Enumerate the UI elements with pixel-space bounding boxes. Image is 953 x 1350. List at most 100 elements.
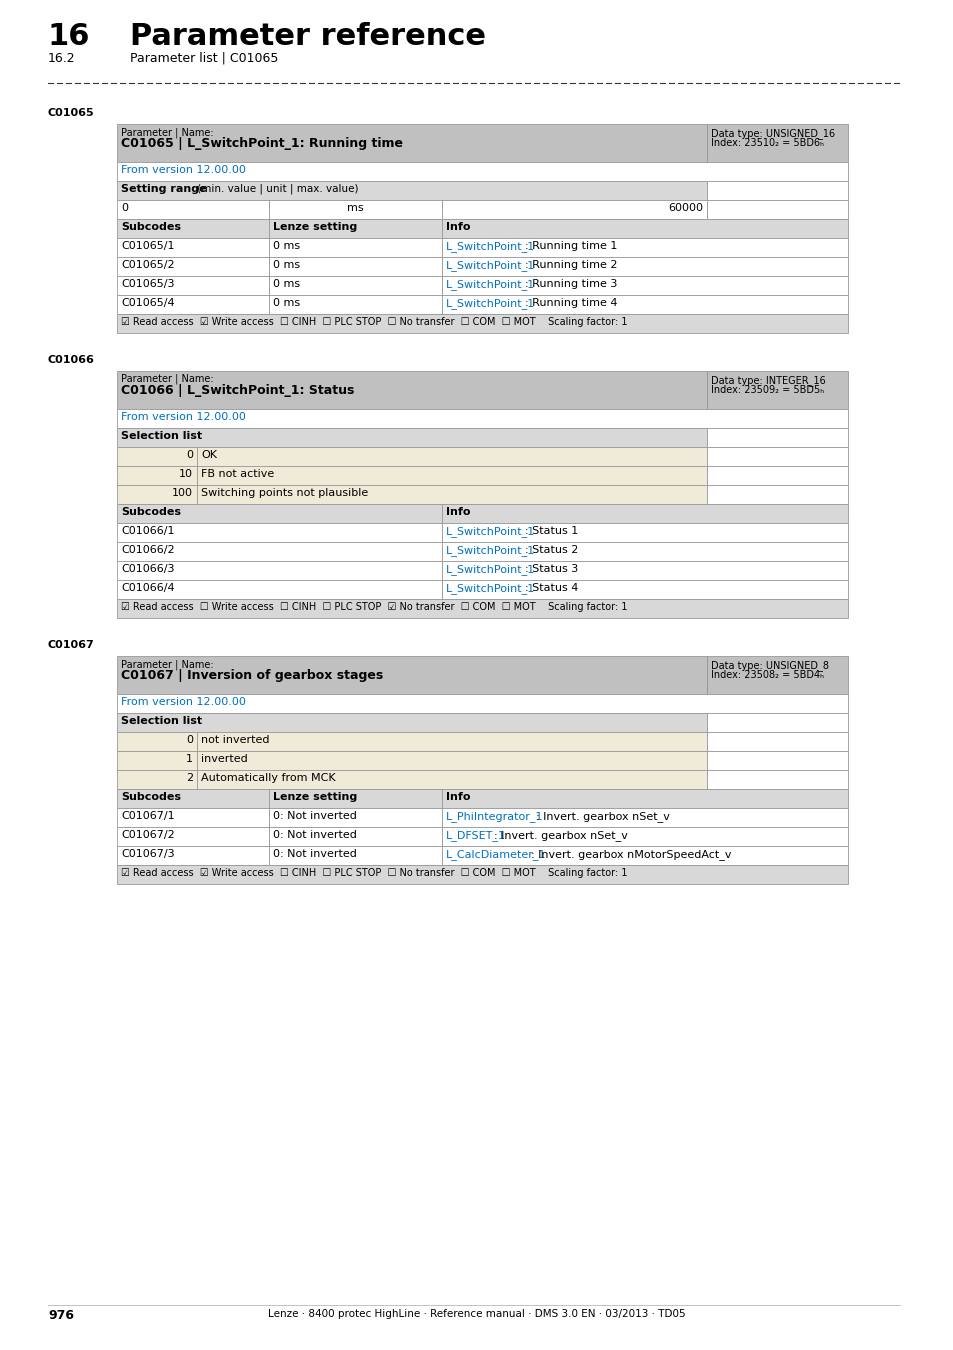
Text: L_SwitchPoint_1: L_SwitchPoint_1 [446, 583, 535, 594]
Text: 10: 10 [179, 468, 193, 479]
Text: Info: Info [446, 792, 470, 802]
Bar [706, 466, 847, 485]
Bar [196, 751, 706, 769]
Text: Subcodes: Subcodes [121, 792, 181, 802]
Bar [441, 219, 847, 238]
Bar [706, 656, 847, 694]
Bar [117, 428, 706, 447]
Text: Parameter | Name:: Parameter | Name: [121, 374, 213, 385]
Text: Parameter | Name:: Parameter | Name: [121, 659, 213, 670]
Text: Info: Info [446, 508, 470, 517]
Bar [269, 846, 441, 865]
Bar [117, 751, 196, 769]
Text: : Status 2: : Status 2 [525, 545, 578, 555]
Text: Lenze · 8400 protec HighLine · Reference manual · DMS 3.0 EN · 03/2013 · TD05: Lenze · 8400 protec HighLine · Reference… [268, 1310, 685, 1319]
Bar [441, 256, 847, 275]
Text: ☑ Read access  ☑ Write access  ☐ CINH  ☐ PLC STOP  ☐ No transfer  ☐ COM  ☐ MOT  : ☑ Read access ☑ Write access ☐ CINH ☐ PL… [121, 868, 627, 878]
Bar [196, 466, 706, 485]
Text: 2: 2 [186, 774, 193, 783]
Bar [706, 181, 847, 200]
Text: ☑ Read access  ☐ Write access  ☐ CINH  ☐ PLC STOP  ☑ No transfer  ☐ COM  ☐ MOT  : ☑ Read access ☐ Write access ☐ CINH ☐ PL… [121, 602, 627, 612]
Text: L_SwitchPoint_1: L_SwitchPoint_1 [446, 564, 535, 575]
Bar [441, 296, 847, 315]
Text: Setting range: Setting range [121, 184, 207, 194]
Text: 0: 0 [121, 202, 128, 213]
Bar [117, 865, 847, 884]
Bar [117, 219, 269, 238]
Bar [117, 599, 847, 618]
Text: From version 12.00.00: From version 12.00.00 [121, 165, 246, 176]
Text: C01065/4: C01065/4 [121, 298, 174, 308]
Text: Data type: UNSIGNED_16: Data type: UNSIGNED_16 [710, 128, 834, 139]
Text: : Invert. gearbox nSet_v: : Invert. gearbox nSet_v [494, 830, 627, 841]
Bar [117, 315, 847, 333]
Bar [706, 200, 847, 219]
Bar [441, 562, 847, 580]
Bar [117, 694, 847, 713]
Bar [117, 809, 269, 828]
Bar [117, 846, 269, 865]
Bar [117, 562, 441, 580]
Text: Switching points not plausible: Switching points not plausible [201, 487, 368, 498]
Text: Selection list: Selection list [121, 716, 202, 726]
Text: 0: 0 [186, 450, 193, 460]
Bar [706, 713, 847, 732]
Text: 0 ms: 0 ms [273, 242, 300, 251]
Bar [269, 219, 441, 238]
Bar [706, 428, 847, 447]
Bar [441, 580, 847, 599]
Bar [117, 162, 847, 181]
Text: Subcodes: Subcodes [121, 221, 181, 232]
Text: 0: Not inverted: 0: Not inverted [273, 849, 356, 859]
Text: Subcodes: Subcodes [121, 508, 181, 517]
Text: Index: 23510₂ = 5BD6ₕ: Index: 23510₂ = 5BD6ₕ [710, 138, 823, 148]
Bar [269, 256, 441, 275]
Text: C01065/2: C01065/2 [121, 261, 174, 270]
Text: 0: Not inverted: 0: Not inverted [273, 830, 356, 840]
Text: 0 ms: 0 ms [273, 261, 300, 270]
Text: : Invert. gearbox nMotorSpeedAct_v: : Invert. gearbox nMotorSpeedAct_v [530, 849, 731, 860]
Text: (min. value | unit | max. value): (min. value | unit | max. value) [193, 184, 358, 194]
Text: C01066/4: C01066/4 [121, 583, 174, 593]
Text: Data type: INTEGER_16: Data type: INTEGER_16 [710, 375, 825, 386]
Text: C01066/3: C01066/3 [121, 564, 174, 574]
Text: 0 ms: 0 ms [273, 298, 300, 308]
Bar [706, 485, 847, 504]
Bar [117, 504, 441, 522]
Bar [117, 522, 441, 541]
Text: Info: Info [446, 221, 470, 232]
Text: C01065: C01065 [48, 108, 94, 117]
Bar [269, 788, 441, 809]
Bar [269, 200, 441, 219]
Bar [117, 541, 441, 562]
Text: L_SwitchPoint_1: L_SwitchPoint_1 [446, 261, 535, 271]
Text: 16: 16 [48, 22, 91, 51]
Text: C01065/3: C01065/3 [121, 279, 174, 289]
Text: From version 12.00.00: From version 12.00.00 [121, 412, 246, 423]
Text: : Running time 3: : Running time 3 [525, 279, 618, 289]
Bar [269, 275, 441, 296]
Bar [441, 522, 847, 541]
Text: C01065/1: C01065/1 [121, 242, 174, 251]
Bar [706, 124, 847, 162]
Text: Index: 23508₂ = 5BD4ₕ: Index: 23508₂ = 5BD4ₕ [710, 670, 823, 680]
Bar [269, 828, 441, 846]
Bar [269, 296, 441, 315]
Bar [706, 769, 847, 788]
Bar [117, 769, 196, 788]
Text: Parameter list | C01065: Parameter list | C01065 [130, 53, 278, 65]
Text: Automatically from MCK: Automatically from MCK [201, 774, 335, 783]
Text: : Status 3: : Status 3 [525, 564, 578, 574]
Text: L_SwitchPoint_1: L_SwitchPoint_1 [446, 526, 535, 537]
Text: inverted: inverted [201, 755, 248, 764]
Bar [196, 769, 706, 788]
Bar [441, 828, 847, 846]
Text: 16.2: 16.2 [48, 53, 75, 65]
Text: C01066/1: C01066/1 [121, 526, 174, 536]
Text: 0: Not inverted: 0: Not inverted [273, 811, 356, 821]
Bar [117, 275, 269, 296]
Bar [117, 656, 706, 694]
Bar [441, 846, 847, 865]
Bar [117, 713, 706, 732]
Bar [706, 447, 847, 466]
